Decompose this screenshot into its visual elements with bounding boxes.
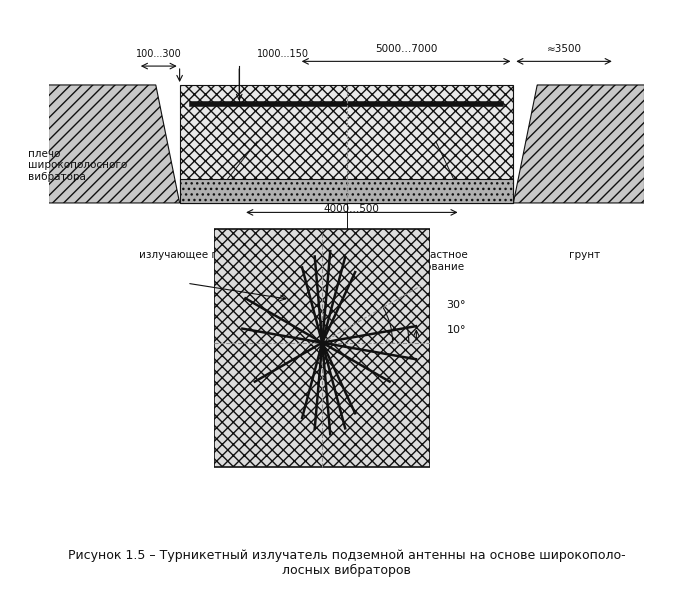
Polygon shape xyxy=(49,85,179,203)
Text: 5000...7000: 5000...7000 xyxy=(375,44,437,54)
Text: излучающее полотно: излучающее полотно xyxy=(139,250,256,260)
Bar xyxy=(179,179,514,203)
Text: диэлектрик: диэлектрик xyxy=(290,250,355,260)
Text: 4000...500: 4000...500 xyxy=(324,204,380,214)
Text: 1000...150: 1000...150 xyxy=(257,49,309,59)
Text: балластное
основание: балластное основание xyxy=(404,250,468,272)
Polygon shape xyxy=(179,85,514,203)
Text: Рисунок 1.5 – Турникетный излучатель подземной антенны на основе широкополо-
лос: Рисунок 1.5 – Турникетный излучатель под… xyxy=(68,549,625,577)
Text: плечо
широкополосного
вибратора: плечо широкополосного вибратора xyxy=(28,149,127,182)
Text: 10°: 10° xyxy=(446,324,466,335)
Text: грунт: грунт xyxy=(570,250,600,260)
Text: 100...300: 100...300 xyxy=(136,49,182,59)
Polygon shape xyxy=(514,85,644,203)
Text: 30°: 30° xyxy=(446,300,466,310)
Text: ≈3500: ≈3500 xyxy=(547,44,581,54)
